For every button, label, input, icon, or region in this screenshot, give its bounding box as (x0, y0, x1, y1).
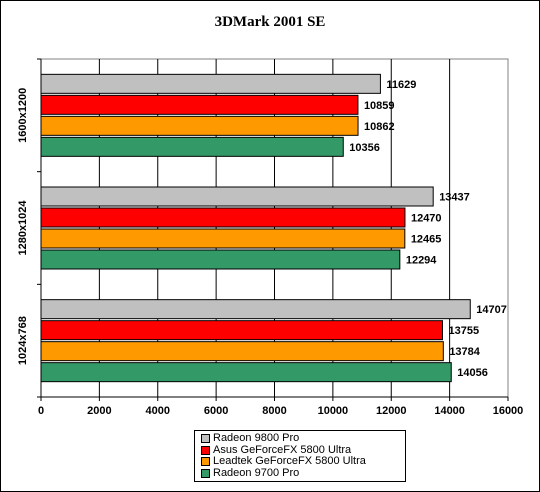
data-label: 10356 (349, 142, 380, 154)
bar (40, 320, 443, 341)
legend-label: Radeon 9800 Pro (213, 432, 300, 444)
data-label: 13784 (449, 346, 480, 358)
chart-title: 3DMark 2001 SE (214, 14, 326, 30)
x-tick-label: 12000 (376, 405, 407, 417)
data-label: 13437 (439, 192, 470, 204)
x-tick-label: 8000 (262, 405, 286, 417)
data-label: 12465 (411, 234, 442, 246)
x-tick-label: 14000 (434, 405, 465, 417)
category-label: 1024x768 (17, 316, 29, 365)
x-tick-label: 6000 (204, 405, 228, 417)
data-label: 14056 (457, 367, 488, 379)
legend-item: Radeon 9800 Pro (201, 432, 405, 445)
legend-item: Asus GeForceFX 5800 Ultra (201, 443, 405, 457)
data-label: 12294 (406, 255, 437, 267)
bar (40, 249, 401, 270)
legend-label: Radeon 9700 Pro (213, 466, 300, 479)
bar (40, 73, 381, 94)
bar (40, 341, 444, 362)
bar (40, 115, 359, 136)
legend-label: Asus GeForceFX 5800 Ultra (213, 443, 352, 456)
data-label: 10859 (364, 100, 395, 112)
legend-item: Leadtek GeForceFX 5800 Ultra (201, 455, 405, 468)
legend-item: Radeon 9700 Pro (201, 466, 405, 480)
data-label: 13755 (448, 325, 479, 337)
legend-swatch (201, 468, 210, 478)
x-tick-label: 4000 (146, 405, 170, 417)
data-label: 12470 (411, 213, 442, 225)
data-label: 14707 (476, 304, 507, 316)
bar (40, 299, 471, 320)
x-tick-label: 2000 (87, 405, 111, 417)
category-label: 1600x1200 (17, 88, 29, 143)
legend-swatch (201, 434, 210, 444)
legend-swatch (201, 445, 210, 455)
data-label: 10862 (364, 121, 395, 133)
bar (40, 136, 344, 157)
legend-label: Leadtek GeForceFX 5800 Ultra (213, 455, 366, 467)
legend-swatch (201, 457, 210, 467)
x-tick-label: 0 (38, 405, 44, 417)
bar (40, 94, 359, 115)
x-tick-label: 10000 (318, 405, 349, 417)
bar (40, 362, 452, 383)
x-tick-label: 16000 (493, 405, 524, 417)
data-label: 11629 (386, 79, 416, 91)
chart-legend: Radeon 9800 Pro Asus GeForceFX 5800 Ultra… (194, 430, 406, 482)
bar (40, 207, 406, 228)
category-label: 1280x1024 (17, 200, 29, 256)
bar (40, 186, 434, 207)
bar (40, 228, 406, 249)
